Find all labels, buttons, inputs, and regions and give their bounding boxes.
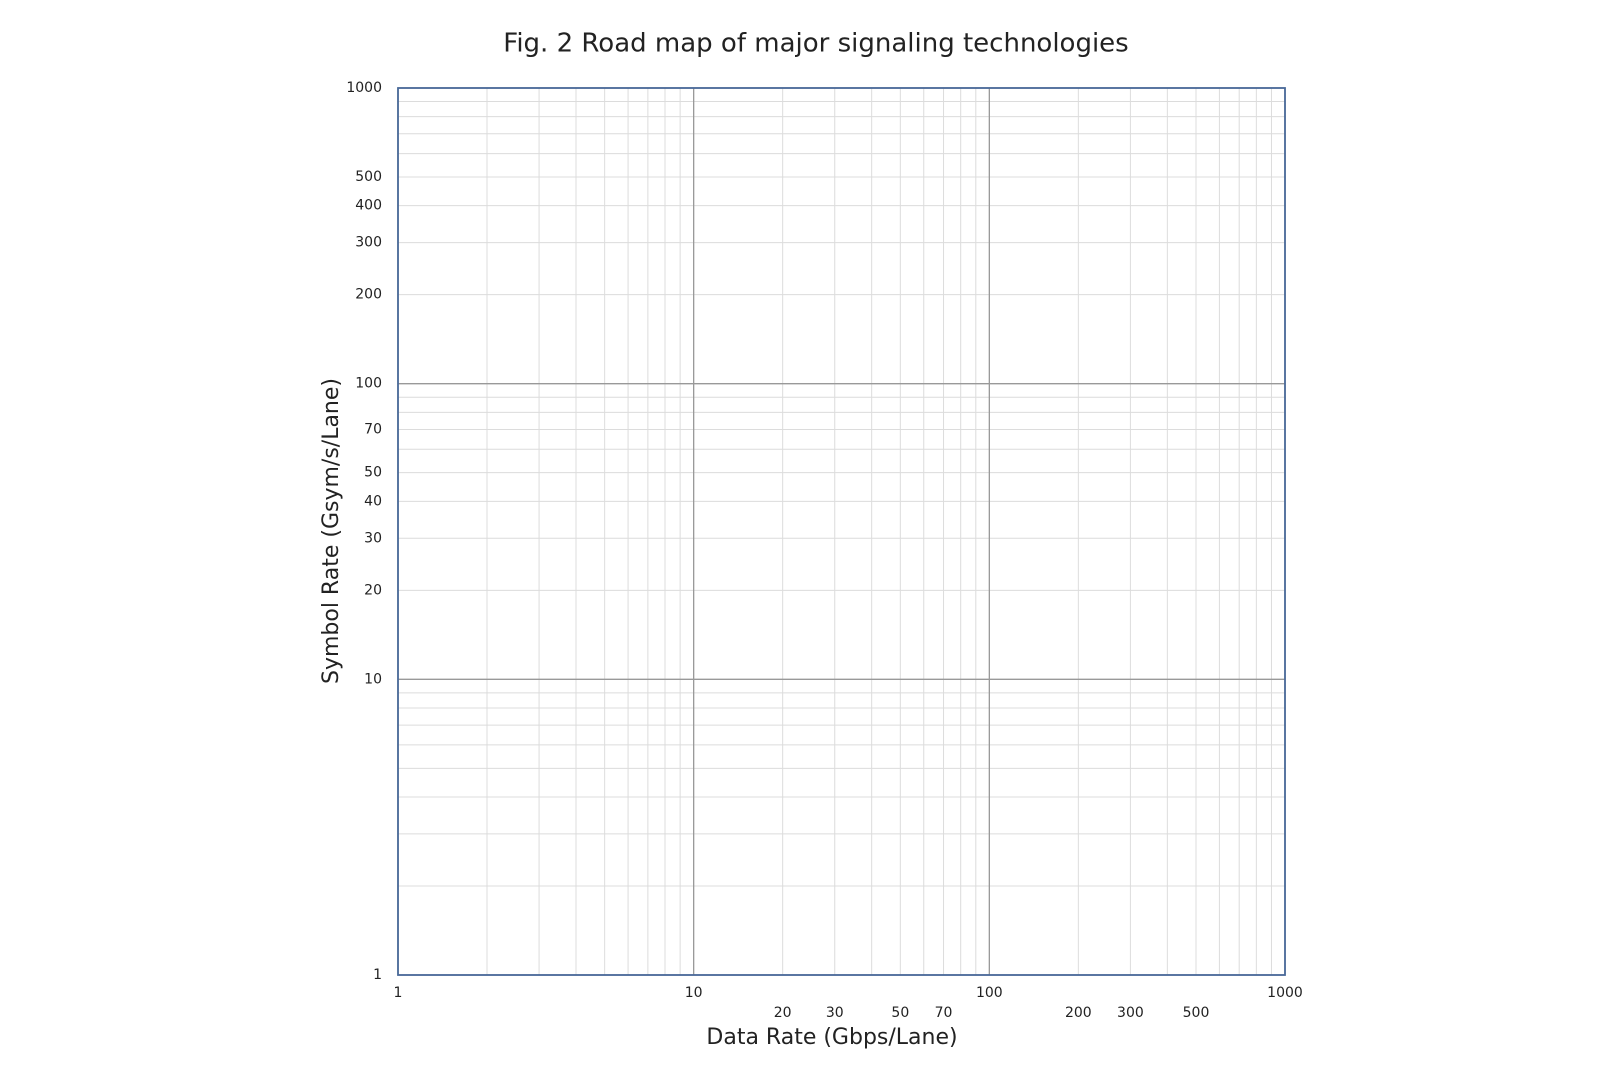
x-tick-label: 20	[774, 1005, 792, 1021]
y-tick-label: 1000	[346, 80, 382, 96]
plot-frame	[397, 87, 1286, 976]
x-tick-label: 1	[394, 985, 403, 1001]
y-tick-label: 40	[364, 493, 382, 509]
y-tick-label: 10	[364, 671, 382, 687]
x-tick-label: 50	[891, 1005, 909, 1021]
x-tick-label: 1000	[1267, 985, 1303, 1001]
y-tick-label: 1	[373, 967, 382, 983]
y-tick-label: 50	[364, 465, 382, 481]
y-axis-label: Symbol Rate (Gsym/s/Lane)	[319, 378, 344, 684]
x-tick-label: 300	[1117, 1005, 1144, 1021]
y-tick-label: 500	[355, 169, 382, 185]
y-tick-label: 300	[355, 235, 382, 251]
x-tick-label: 100	[976, 985, 1003, 1001]
chart-title: Fig. 2 Road map of major signaling techn…	[503, 29, 1128, 59]
y-tick-label: 70	[364, 421, 382, 437]
x-tick-label: 500	[1183, 1005, 1210, 1021]
y-tick-label: 200	[355, 287, 382, 303]
y-tick-label: 100	[355, 376, 382, 392]
x-tick-label: 10	[685, 985, 703, 1001]
y-tick-label: 20	[364, 582, 382, 598]
x-tick-label: 200	[1065, 1005, 1092, 1021]
y-tick-label: 400	[355, 198, 382, 214]
x-tick-label: 70	[935, 1005, 953, 1021]
x-axis-label: Data Rate (Gbps/Lane)	[706, 1025, 957, 1050]
y-tick-label: 30	[364, 530, 382, 546]
x-tick-label: 30	[826, 1005, 844, 1021]
